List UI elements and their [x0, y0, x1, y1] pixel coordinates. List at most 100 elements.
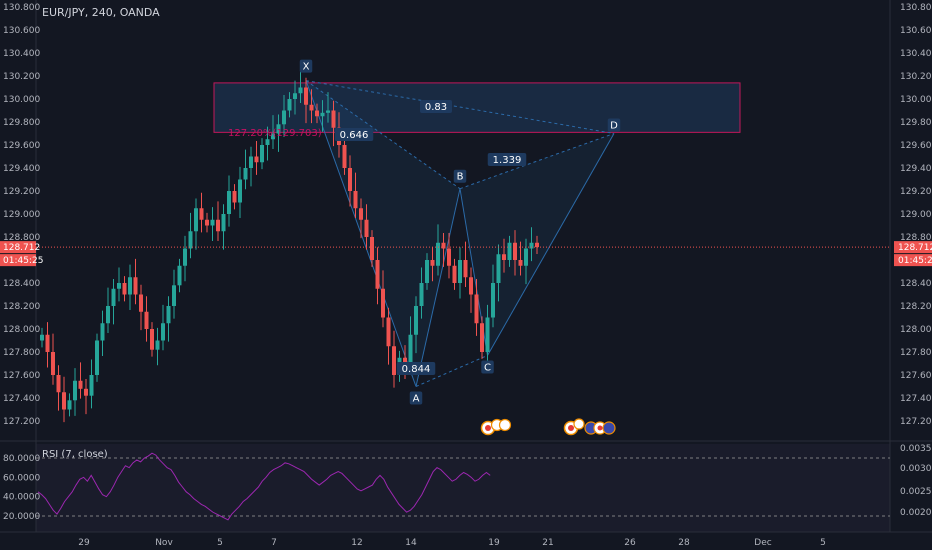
candle-body[interactable]	[469, 277, 473, 295]
candle-body[interactable]	[100, 323, 105, 341]
candle-body[interactable]	[304, 87, 308, 105]
candle-body[interactable]	[359, 208, 363, 220]
candle-body[interactable]	[381, 288, 385, 318]
candle-body[interactable]	[111, 288, 116, 306]
rsi-pane[interactable]	[36, 444, 890, 532]
candle-body[interactable]	[144, 311, 149, 329]
candle-body[interactable]	[375, 260, 380, 289]
candle-body[interactable]	[496, 254, 501, 283]
candle-body[interactable]	[474, 294, 479, 324]
event-count-icon[interactable]	[573, 418, 585, 430]
candle-body[interactable]	[188, 231, 193, 249]
event-group-1[interactable]	[480, 418, 512, 436]
candle-body[interactable]	[386, 317, 391, 347]
candle-body[interactable]	[172, 285, 176, 306]
candle-body[interactable]	[348, 168, 352, 191]
pattern-leg-xb[interactable]	[305, 80, 461, 190]
candle-body[interactable]	[183, 248, 187, 266]
candle-body[interactable]	[524, 248, 528, 266]
candle-body[interactable]	[485, 317, 490, 353]
candle-body[interactable]	[414, 306, 418, 335]
candle-body[interactable]	[403, 357, 407, 364]
candle-body[interactable]	[430, 260, 435, 266]
rsi-line[interactable]	[37, 452, 491, 521]
candle-body[interactable]	[364, 219, 369, 237]
price-axis-right[interactable]: 130.800 130.600 130.400 130.200 130.000 129.8…	[900, 3, 932, 427]
candle-body[interactable]	[95, 340, 99, 376]
candle-body[interactable]	[513, 242, 517, 260]
candle-body[interactable]	[276, 124, 281, 134]
candle-body[interactable]	[117, 283, 121, 289]
candle-body[interactable]	[221, 214, 226, 232]
candlestick-series[interactable]	[40, 69, 539, 423]
candle-body[interactable]	[155, 340, 160, 350]
candle-body[interactable]	[480, 323, 484, 352]
candle-body[interactable]	[199, 208, 204, 220]
candle-body[interactable]	[122, 283, 127, 295]
candle-body[interactable]	[89, 375, 94, 396]
candle-body[interactable]	[249, 156, 253, 169]
candle-body[interactable]	[56, 375, 61, 393]
candle-body[interactable]	[463, 260, 468, 278]
candle-body[interactable]	[447, 248, 451, 266]
candle-body[interactable]	[370, 237, 374, 260]
pattern-leg-cd[interactable]	[487, 133, 615, 356]
pattern-leg-ab[interactable]	[415, 188, 461, 387]
candle-body[interactable]	[51, 352, 55, 375]
candle-body[interactable]	[265, 139, 270, 145]
event-markers[interactable]	[480, 418, 616, 436]
potential-reversal-zone[interactable]	[213, 82, 741, 133]
candle-body[interactable]	[535, 242, 539, 248]
candle-body[interactable]	[287, 99, 292, 111]
candle-body[interactable]	[210, 219, 215, 226]
candle-body[interactable]	[238, 179, 242, 203]
candle-body[interactable]	[194, 208, 198, 232]
candle-body[interactable]	[260, 145, 264, 163]
candle-body[interactable]	[458, 260, 462, 283]
candle-body[interactable]	[320, 112, 325, 117]
candle-body[interactable]	[205, 219, 209, 226]
candle-body[interactable]	[232, 191, 237, 203]
candle-body[interactable]	[298, 87, 303, 94]
candle-body[interactable]	[441, 242, 446, 249]
candle-body[interactable]	[282, 110, 286, 125]
candle-body[interactable]	[326, 110, 330, 113]
candle-body[interactable]	[408, 334, 413, 364]
candle-body[interactable]	[243, 168, 248, 180]
candle-body[interactable]	[139, 294, 143, 312]
candle-body[interactable]	[452, 265, 457, 283]
candle-body[interactable]	[161, 323, 165, 341]
candle-body[interactable]	[254, 156, 259, 163]
candle-body[interactable]	[150, 329, 154, 350]
candle-body[interactable]	[177, 265, 182, 286]
candle-body[interactable]	[67, 400, 72, 410]
candle-body[interactable]	[133, 277, 138, 295]
candle-body[interactable]	[271, 133, 275, 140]
candle-body[interactable]	[166, 306, 171, 324]
candle-body[interactable]	[529, 242, 534, 249]
candle-body[interactable]	[45, 334, 50, 352]
flag-icon[interactable]	[602, 421, 616, 435]
candle-body[interactable]	[309, 104, 314, 111]
candle-body[interactable]	[502, 254, 506, 260]
candle-body[interactable]	[106, 306, 110, 324]
candle-body[interactable]	[331, 110, 336, 128]
candle-body[interactable]	[73, 380, 77, 401]
candle-body[interactable]	[62, 392, 66, 410]
candle-body[interactable]	[425, 260, 429, 283]
candle-body[interactable]	[40, 334, 44, 341]
time-axis[interactable]: 29 Nov 5 7 12 14 19 21 26 28 Dec 5	[78, 538, 826, 548]
candle-body[interactable]	[84, 388, 88, 396]
candle-body[interactable]	[315, 110, 319, 117]
event-count-icon[interactable]	[498, 418, 512, 432]
candle-body[interactable]	[518, 260, 523, 266]
candle-body[interactable]	[436, 242, 440, 266]
price-axis-left[interactable]: 130.800 130.600 130.400 130.200 130.000 129.8…	[3, 3, 40, 427]
pattern-leg-ac[interactable]	[415, 354, 488, 387]
candle-body[interactable]	[491, 283, 495, 318]
candle-body[interactable]	[78, 380, 83, 389]
candle-body[interactable]	[342, 145, 347, 168]
candle-body[interactable]	[507, 242, 512, 260]
price-pane[interactable]	[36, 0, 890, 440]
